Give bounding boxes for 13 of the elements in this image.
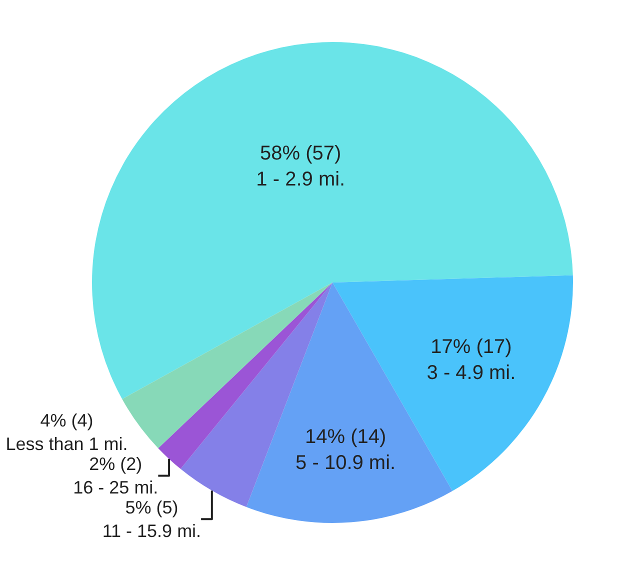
slice-label: 3 - 4.9 mi. bbox=[426, 362, 516, 384]
slice-label: 11 - 15.9 mi. bbox=[102, 520, 202, 541]
slice-label: 1 - 2.9 mi. bbox=[256, 168, 346, 191]
data-label: 17% (17) bbox=[430, 336, 512, 358]
pie-slice bbox=[92, 42, 573, 400]
data-label: 14% (14) bbox=[304, 426, 386, 448]
data-label: 4% (4) bbox=[40, 410, 94, 431]
data-label: 5% (5) bbox=[125, 497, 178, 518]
data-label: 58% (57) bbox=[260, 142, 342, 165]
slice-label: Less than 1 mi. bbox=[6, 434, 128, 454]
slice-label: 5 - 10.9 mi. bbox=[296, 452, 396, 474]
data-label: 2% (2) bbox=[89, 454, 142, 474]
slice-label: 16 - 25 mi. bbox=[73, 477, 158, 498]
